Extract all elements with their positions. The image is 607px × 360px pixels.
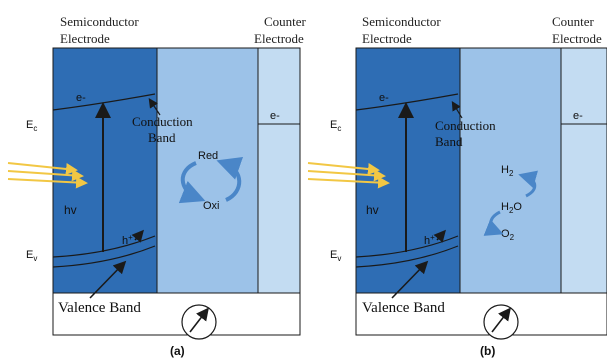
ev-label: Ev bbox=[330, 249, 341, 263]
light-ray bbox=[7, 169, 84, 182]
panel-a: Semiconductor Electrode Counter Electrod… bbox=[7, 14, 307, 358]
hole-arrow bbox=[131, 229, 144, 243]
hole-label: h+ bbox=[122, 233, 133, 247]
red-label: Red bbox=[198, 150, 218, 162]
counter-electrode-label-line1: Counter bbox=[552, 14, 595, 29]
counter-electrode-region bbox=[560, 47, 607, 294]
conduction-band-label-line1: Conduction bbox=[435, 118, 496, 133]
conduction-band-pointer bbox=[148, 98, 161, 116]
counter-electrode-label-line1: Counter bbox=[264, 14, 307, 29]
conduction-band-label-line2: Band bbox=[148, 130, 176, 145]
counter-electron-label: e- bbox=[573, 110, 583, 122]
h2-arrow bbox=[518, 170, 539, 198]
valence-band-curve-upper bbox=[355, 235, 459, 258]
counter-electrode-region bbox=[257, 47, 301, 294]
valence-band-label: Valence Band bbox=[58, 300, 141, 316]
semiconductor-electrode-label-line2: Electrode bbox=[362, 31, 412, 46]
redox-cycle: Red Oxi bbox=[178, 150, 244, 212]
hole-arrow bbox=[433, 229, 446, 243]
electron-label: e- bbox=[76, 92, 86, 104]
ev-label: Ev bbox=[26, 249, 37, 263]
light-ray bbox=[7, 176, 88, 189]
conduction-band-label-line1: Conduction bbox=[132, 114, 193, 129]
external-circuit-box bbox=[355, 292, 607, 336]
electrolyte-region bbox=[459, 47, 562, 294]
valence-band-curve-upper bbox=[52, 235, 156, 258]
semiconductor-electrode-label-line1: Semiconductor bbox=[362, 14, 441, 29]
light-ray bbox=[7, 162, 78, 175]
cycle-arrow-right bbox=[216, 156, 244, 202]
hv-label: hv bbox=[366, 203, 379, 217]
valence-band-pointer bbox=[89, 260, 127, 299]
valence-band-curve-lower bbox=[355, 245, 459, 268]
valence-band-label: Valence Band bbox=[362, 300, 445, 316]
ammeter-icon bbox=[483, 304, 519, 340]
hv-label: hv bbox=[64, 203, 77, 217]
incident-light-rays bbox=[307, 162, 390, 189]
hole-label: h+ bbox=[424, 233, 435, 247]
conduction-band-label-line2: Band bbox=[435, 134, 463, 149]
h2-label: H2 bbox=[501, 164, 514, 178]
counter-electrode-label-line2: Electrode bbox=[552, 31, 602, 46]
o2-label: O2 bbox=[501, 228, 515, 242]
external-circuit-box bbox=[52, 292, 301, 336]
o2-arrow bbox=[483, 210, 504, 236]
ammeter-icon bbox=[181, 304, 217, 340]
oxi-label: Oxi bbox=[203, 200, 220, 212]
water-splitting-cycle: H2 H2O O2 bbox=[483, 164, 539, 242]
incident-light-rays bbox=[7, 162, 88, 189]
semiconductor-electrode-label-line2: Electrode bbox=[60, 31, 110, 46]
cycle-arrow-left bbox=[178, 161, 206, 204]
panel-caption: (a) bbox=[170, 344, 185, 358]
ec-label: Ec bbox=[330, 119, 341, 133]
electrolyte-region bbox=[156, 47, 259, 294]
h2o-label: H2O bbox=[501, 201, 522, 215]
valence-band-pointer bbox=[391, 260, 429, 299]
ec-label: Ec bbox=[26, 119, 37, 133]
electron-label: e- bbox=[379, 92, 389, 104]
valence-band-curve-lower bbox=[52, 245, 156, 268]
panel-b: Semiconductor Electrode Counter Electrod… bbox=[307, 14, 607, 358]
light-ray bbox=[307, 169, 386, 182]
panel-caption: (b) bbox=[480, 344, 495, 358]
light-ray bbox=[307, 176, 390, 189]
conduction-band-pointer bbox=[451, 100, 463, 119]
semiconductor-electrode-label-line1: Semiconductor bbox=[60, 14, 139, 29]
counter-electrode-label-line2: Electrode bbox=[254, 31, 304, 46]
light-ray bbox=[307, 162, 380, 175]
counter-electron-label: e- bbox=[270, 110, 280, 122]
